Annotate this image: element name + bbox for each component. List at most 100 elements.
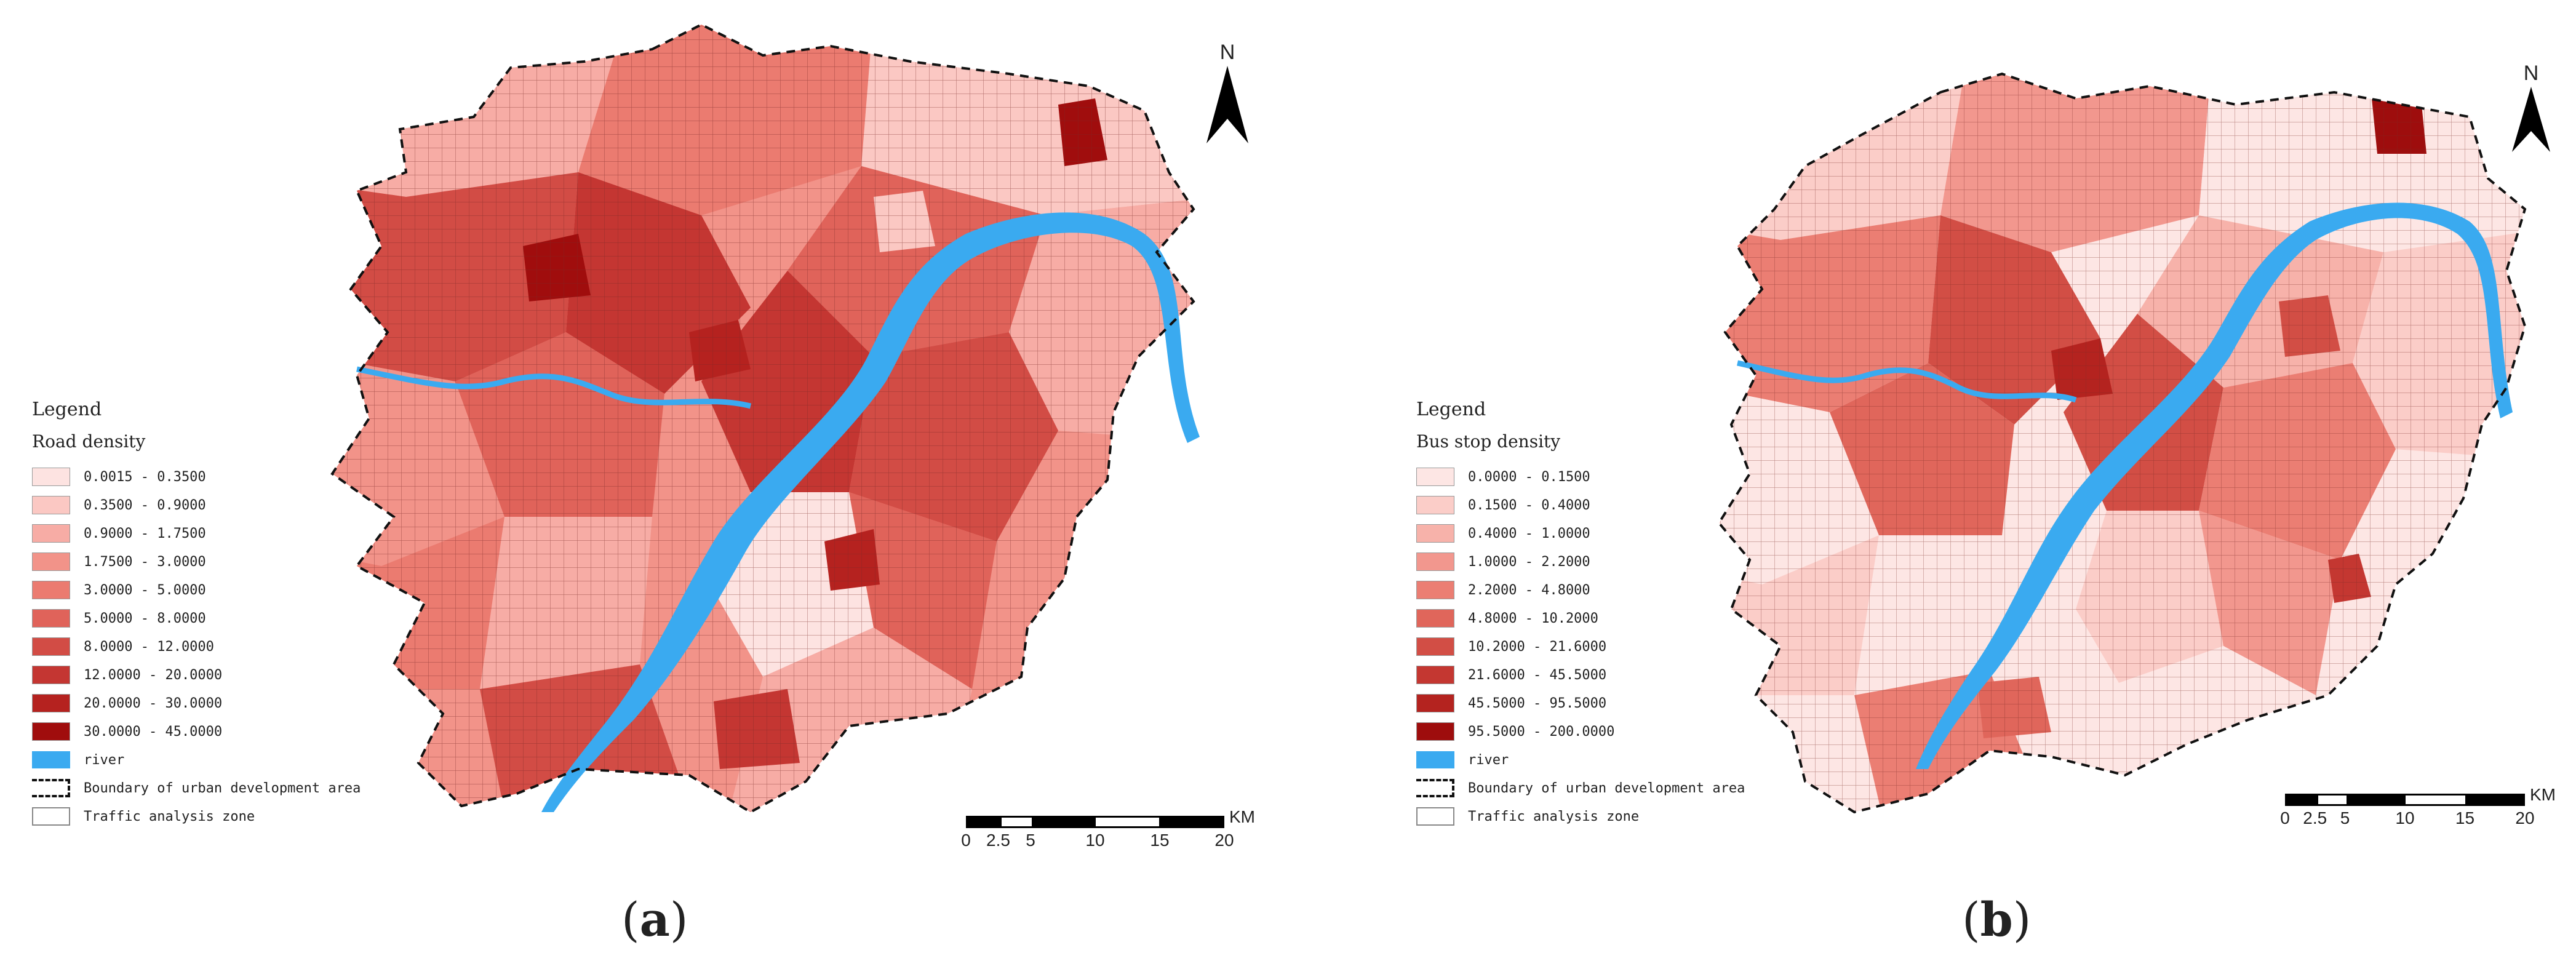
choropleth-map [1717, 72, 2527, 814]
class-swatch [1416, 637, 1454, 656]
legend-title: Legend [1416, 399, 1486, 420]
class-label: 4.8000 - 10.2000 [1468, 610, 1598, 626]
class-label: 1.7500 - 3.0000 [84, 554, 206, 570]
boundary-swatch [32, 779, 70, 797]
class-swatch [32, 637, 70, 656]
scale-tick-label: 0 [961, 831, 971, 850]
legend-class-row: 0.9000 - 1.7500 [32, 519, 361, 548]
legend-class-row: 0.4000 - 1.0000 [1416, 519, 1745, 548]
taz-swatch [32, 807, 70, 826]
legend-class-row: 0.0015 - 0.3500 [32, 463, 361, 491]
scale-ticks: 0 2.5 5 10 15 20 [961, 828, 1234, 853]
class-label: 0.3500 - 0.9000 [84, 497, 206, 513]
scale-tick-label: 2.5 [2303, 808, 2327, 827]
class-swatch [1416, 609, 1454, 628]
legend-row-taz: Traffic analysis zone [1416, 802, 1745, 831]
legend-label: Boundary of urban development area [1468, 780, 1745, 796]
north-arrow: N [1203, 41, 1252, 147]
legend-row-boundary: Boundary of urban development area [32, 774, 361, 802]
taz-swatch [1416, 807, 1454, 826]
legend-class-row: 3.0000 - 5.0000 [32, 576, 361, 604]
legend-class-row: 2.2000 - 4.8000 [1416, 576, 1745, 604]
class-label: 95.5000 - 200.0000 [1468, 724, 1615, 740]
scale-tick-label: 5 [2340, 808, 2350, 827]
scale-unit: KM [1229, 807, 1255, 826]
north-arrow-icon [1206, 66, 1248, 143]
legend-class-row: 10.2000 - 21.6000 [1416, 632, 1745, 661]
class-swatch [1416, 694, 1454, 712]
legend-class-row: 8.0000 - 12.0000 [32, 632, 361, 661]
scale-ticks: 0 2.5 5 10 15 20 [2280, 806, 2534, 831]
class-swatch [32, 468, 70, 486]
caption: (b) [1962, 892, 2032, 947]
scale-tick-label: 20 [1214, 831, 1234, 850]
legend-class-row: 1.7500 - 3.0000 [32, 548, 361, 576]
class-label: 30.0000 - 45.0000 [84, 724, 223, 740]
class-label: 12.0000 - 20.0000 [84, 667, 223, 683]
class-swatch [1416, 468, 1454, 486]
legend-label: river [1468, 752, 1509, 768]
north-label: N [2523, 62, 2539, 85]
legend-class-row: 1.0000 - 2.2000 [1416, 548, 1745, 576]
legend-class-row: 20.0000 - 30.0000 [32, 689, 361, 717]
scale-bar: 0 2.5 5 10 15 20 KM [961, 807, 1255, 853]
boundary-swatch [1416, 779, 1454, 797]
class-swatch [1416, 524, 1454, 543]
class-label: 0.0015 - 0.3500 [84, 469, 206, 485]
legend-row-boundary: Boundary of urban development area [1416, 774, 1745, 802]
scale-unit: KM [2530, 785, 2556, 804]
legend-classes: 0.0000 - 0.1500 0.1500 - 0.4000 0.4000 - 1… [1416, 463, 1745, 746]
class-swatch [32, 552, 70, 571]
urban-boundary [1717, 72, 2527, 814]
panel-bus-stop-density: Legend Bus stop density 0.0000 - 0.1500 0… [1288, 0, 2576, 977]
class-label: 20.0000 - 30.0000 [84, 695, 223, 711]
scale-tick-label: 10 [1085, 831, 1105, 850]
class-label: 0.1500 - 0.4000 [1468, 497, 1590, 513]
scale-tick-label: 5 [1026, 831, 1035, 850]
zones-group [332, 25, 1194, 812]
caption: (a) [621, 892, 688, 947]
legend-row-taz: Traffic analysis zone [32, 802, 361, 831]
legend: Legend Road density 0.0015 - 0.3500 0.350… [32, 399, 361, 831]
legend-class-row: 21.6000 - 45.5000 [1416, 661, 1745, 689]
class-swatch [32, 581, 70, 599]
panel-road-density: Legend Road density 0.0015 - 0.3500 0.350… [32, 23, 1255, 947]
scale-tick-label: 15 [1150, 831, 1170, 850]
class-label: 2.2000 - 4.8000 [1468, 582, 1590, 598]
class-swatch [1416, 496, 1454, 514]
legend-class-row: 30.0000 - 45.0000 [32, 717, 361, 746]
tributary [1737, 360, 2077, 403]
class-label: 21.6000 - 45.5000 [1468, 667, 1607, 683]
class-label: 8.0000 - 12.0000 [84, 639, 214, 655]
class-label: 5.0000 - 8.0000 [84, 610, 206, 626]
north-label: N [1219, 41, 1235, 64]
legend-classes: 0.0015 - 0.3500 0.3500 - 0.9000 0.9000 - 1… [32, 463, 361, 746]
legend-class-row: 0.1500 - 0.4000 [1416, 491, 1745, 519]
legend: Legend Bus stop density 0.0000 - 0.1500 0… [1416, 399, 1745, 831]
legend-label: Traffic analysis zone [1468, 808, 1640, 824]
scale-tick-label: 2.5 [986, 831, 1010, 850]
legend-subtitle: Bus stop density [1416, 431, 1561, 452]
legend-class-row: 95.5000 - 200.0000 [1416, 717, 1745, 746]
class-label: 0.4000 - 1.0000 [1468, 525, 1590, 541]
legend-class-row: 4.8000 - 10.2000 [1416, 604, 1745, 632]
legend-class-row: 0.3500 - 0.9000 [32, 491, 361, 519]
class-label: 3.0000 - 5.0000 [84, 582, 206, 598]
legend-class-row: 5.0000 - 8.0000 [32, 604, 361, 632]
class-swatch [32, 666, 70, 684]
class-swatch [1416, 666, 1454, 684]
scale-bar-segments [2285, 794, 2525, 806]
class-label: 0.0000 - 0.1500 [1468, 469, 1590, 485]
river-swatch [32, 751, 70, 768]
tributary [356, 366, 752, 409]
choropleth-map [330, 23, 1200, 814]
legend-subtitle: Road density [32, 431, 146, 452]
class-swatch [32, 694, 70, 712]
class-label: 45.5000 - 95.5000 [1468, 695, 1607, 711]
legend-label: Traffic analysis zone [84, 808, 255, 824]
caption-letter: a [639, 892, 670, 947]
scale-tick-label: 0 [2280, 808, 2290, 827]
class-label: 0.9000 - 1.7500 [84, 525, 206, 541]
scale-bar: 0 2.5 5 10 15 20 KM [2280, 785, 2556, 831]
class-swatch [1416, 722, 1454, 741]
